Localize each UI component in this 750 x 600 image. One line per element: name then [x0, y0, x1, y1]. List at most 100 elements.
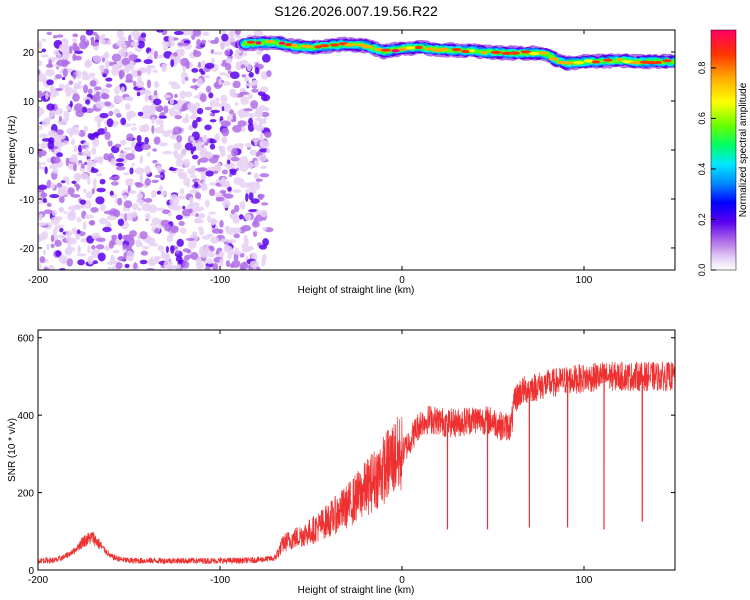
- noise-blob: [70, 193, 81, 198]
- noise-blob: [139, 155, 144, 164]
- noise-blob: [91, 188, 95, 195]
- spectrogram-y-axis-label: Frequency (Hz): [7, 116, 18, 185]
- noise-blob: [180, 57, 189, 67]
- noise-blob: [120, 86, 125, 94]
- noise-blob: [79, 199, 87, 205]
- noise-blob: [84, 214, 94, 219]
- noise-blob: [95, 237, 106, 243]
- noise-blob: [147, 258, 157, 267]
- noise-blob: [168, 107, 176, 117]
- noise-blob: [46, 203, 52, 207]
- noise-blob: [118, 152, 126, 159]
- noise-blob: [209, 188, 216, 197]
- noise-blob: [135, 80, 145, 89]
- noise-blob: [92, 139, 100, 148]
- noise-blob: [223, 103, 232, 113]
- noise-blob: [152, 69, 158, 73]
- noise-blob: [62, 68, 68, 78]
- noise-blob: [85, 107, 94, 114]
- noise-blob: [140, 250, 148, 256]
- noise-blob: [152, 98, 162, 106]
- noise-blob: [168, 167, 179, 171]
- noise-blob: [224, 39, 231, 47]
- noise-blob: [173, 142, 183, 151]
- noise-blob: [99, 112, 109, 119]
- snr-plot-background: [38, 330, 675, 570]
- noise-blob: [100, 88, 110, 95]
- noise-blob: [126, 212, 132, 221]
- noise-blob: [73, 82, 80, 90]
- noise-blob: [77, 245, 81, 254]
- noise-blob: [50, 234, 55, 243]
- signal-peak: [439, 47, 449, 51]
- noise-blob: [201, 134, 208, 143]
- noise-blob: [161, 209, 171, 215]
- noise-blob: [219, 179, 226, 185]
- signal-peak: [564, 61, 574, 65]
- noise-blob: [250, 198, 260, 204]
- noise-blob: [192, 201, 200, 209]
- signal-peak: [480, 51, 488, 55]
- noise-blob: [72, 38, 78, 42]
- noise-blob: [49, 94, 57, 98]
- noise-blob: [99, 64, 105, 73]
- noise-blob: [153, 255, 162, 260]
- noise-blob: [123, 147, 132, 151]
- noise-blob: [167, 129, 174, 134]
- noise-blob: [233, 253, 239, 261]
- signal-peak: [406, 46, 416, 50]
- noise-blob: [193, 95, 201, 99]
- noise-blob: [259, 132, 264, 139]
- noise-blob: [196, 116, 201, 123]
- noise-blob: [100, 92, 108, 100]
- noise-blob: [72, 71, 77, 80]
- noise-blob: [67, 205, 77, 211]
- noise-blob: [239, 91, 250, 95]
- noise-blob: [56, 53, 62, 59]
- noise-blob: [81, 106, 88, 113]
- noise-blob: [107, 140, 113, 147]
- noise-blob: [131, 211, 138, 218]
- noise-blob: [129, 237, 135, 247]
- noise-blob: [220, 184, 231, 188]
- noise-blob: [72, 93, 80, 102]
- noise-blob: [135, 182, 144, 188]
- noise-blob: [140, 115, 150, 119]
- noise-blob: [264, 131, 271, 137]
- noise-blob: [123, 65, 131, 73]
- noise-blob: [61, 76, 66, 81]
- noise-blob: [198, 212, 206, 219]
- noise-blob: [208, 245, 214, 250]
- noise-blob: [103, 153, 110, 161]
- noise-blob: [259, 140, 270, 149]
- noise-blob: [74, 50, 84, 55]
- noise-blob: [38, 262, 42, 270]
- colorbar-label: Normalized spectral amplitude: [738, 82, 749, 217]
- noise-blob: [218, 145, 226, 153]
- noise-blob: [182, 205, 186, 210]
- noise-blob: [137, 40, 145, 49]
- noise-blob: [139, 199, 144, 206]
- noise-blob: [163, 105, 169, 114]
- noise-blob: [204, 124, 212, 131]
- noise-blob: [68, 80, 74, 85]
- noise-blob: [110, 158, 115, 167]
- noise-blob: [154, 126, 165, 134]
- noise-blob: [135, 239, 142, 248]
- noise-blob: [192, 231, 198, 237]
- noise-blob: [185, 113, 189, 123]
- noise-blob: [215, 162, 222, 172]
- noise-blob: [90, 41, 99, 47]
- noise-blob: [241, 51, 248, 57]
- noise-blob: [92, 55, 102, 64]
- noise-blob: [91, 232, 101, 240]
- noise-blob: [52, 34, 58, 39]
- noise-blob: [95, 244, 105, 250]
- x-tick-label: 0: [399, 275, 405, 286]
- noise-blob: [253, 231, 258, 237]
- noise-blob: [229, 71, 240, 79]
- noise-blob: [63, 210, 67, 215]
- noise-blob: [200, 60, 206, 66]
- noise-blob: [223, 193, 234, 199]
